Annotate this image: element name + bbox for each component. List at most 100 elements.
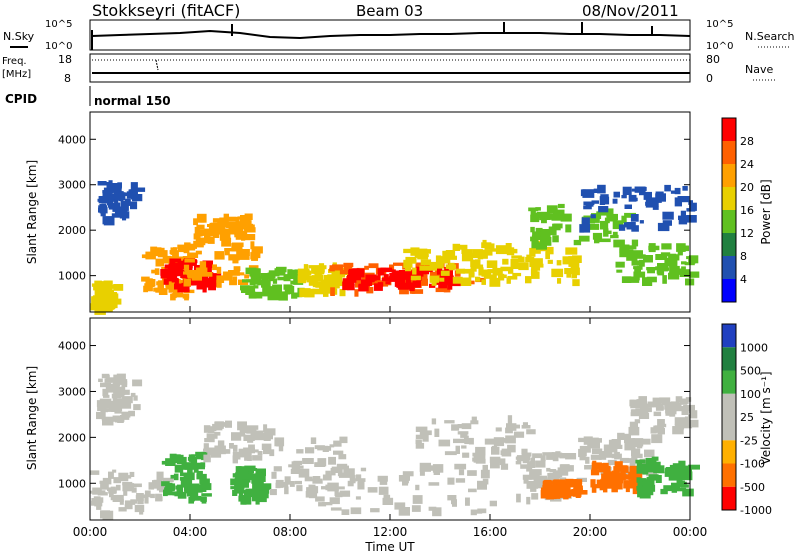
velocity-data-cell: [131, 487, 137, 493]
power-data-cell: [173, 285, 179, 294]
noise-strip: 10^5 10^0 10^5 10^0 N.Sky N.Search: [3, 19, 795, 52]
power-data-cell: [661, 243, 672, 250]
velocity-data-cell: [144, 497, 149, 504]
power-data-cell: [668, 272, 680, 280]
velocity-data-cell: [101, 417, 107, 421]
velocity-data-cell: [207, 427, 217, 432]
velocity-data-cell: [113, 477, 122, 484]
power-data-cell: [348, 270, 354, 279]
power-data-cell: [228, 221, 238, 230]
power-data-cell: [163, 278, 169, 285]
velocity-data-cell: [355, 474, 362, 481]
power-data-cell: [205, 279, 217, 287]
power-data-cell: [478, 267, 484, 276]
power-data-cell: [102, 295, 114, 303]
velocity-data-cell: [108, 471, 114, 479]
power-data-cell: [565, 247, 578, 255]
velocity-data-cell: [549, 469, 557, 473]
power-data-cell: [403, 248, 415, 254]
velocity-data-cell: [515, 456, 524, 460]
velocity-data-cell: [619, 457, 629, 463]
power-data-cell: [405, 260, 413, 268]
power-data-cell: [536, 242, 547, 250]
velocity-data-cell: [184, 462, 196, 470]
velocity-data-cell: [451, 498, 456, 505]
velocity-data-cell: [635, 453, 643, 458]
power-data-cell: [108, 202, 120, 210]
power-data-cell: [329, 265, 338, 269]
velocity-data-cell: [257, 451, 263, 456]
power-data-cell: [272, 284, 282, 294]
velocity-data-cell: [639, 463, 652, 471]
velocity-data-cell: [680, 484, 689, 488]
power-data-cell: [251, 246, 263, 254]
velocity-data-cell: [535, 473, 540, 482]
velocity-data-cell: [434, 428, 440, 437]
velocity-data-cell: [271, 471, 277, 479]
velocity-data-cell: [148, 482, 155, 490]
power-data-cell: [606, 208, 614, 217]
velocity-data-cell: [490, 463, 500, 469]
power-data-cell: [212, 218, 221, 223]
power-data-cell: [308, 265, 319, 269]
velocity-data-cell: [615, 465, 628, 470]
power-data-cell: [688, 255, 699, 264]
velocity-data-cell: [601, 473, 608, 480]
power-data-cell: [475, 276, 481, 282]
power-data-cell: [412, 267, 417, 275]
velocity-data-cell: [132, 379, 143, 387]
velocity-data-cell: [118, 507, 127, 512]
power-data-cell: [579, 224, 591, 233]
power-data-cell: [251, 291, 263, 299]
power-data-cell: [228, 254, 240, 261]
power-data-cell: [199, 230, 210, 236]
velocity-colorbar-segment: [722, 417, 736, 441]
power-data-cell: [245, 267, 257, 274]
velocity-data-cell: [660, 488, 668, 495]
nave-tick-bottom: 0: [706, 72, 713, 85]
velocity-data-cell: [688, 414, 697, 418]
velocity-data-cell: [585, 456, 590, 464]
power-data-cell: [600, 194, 609, 202]
power-data-cell: [355, 279, 367, 288]
velocity-data-cell: [551, 485, 558, 491]
power-data-cell: [365, 274, 377, 281]
power-data-cell: [452, 276, 463, 284]
velocity-colorbar-segment: [722, 324, 736, 348]
power-colorbar-tick: 4: [740, 273, 747, 286]
velocity-data-cell: [657, 427, 665, 435]
velocity-data-cell: [621, 474, 627, 479]
power-data-cell: [184, 258, 195, 263]
velocity-data-cell: [97, 402, 105, 411]
power-data-cell: [191, 272, 202, 281]
velocity-data-cell: [201, 488, 207, 492]
power-data-cell: [250, 241, 255, 250]
velocity-ytick-label: 3000: [58, 385, 86, 398]
velocity-data-cell: [204, 438, 215, 443]
velocity-data-cell: [290, 469, 300, 474]
power-data-cell: [421, 249, 431, 254]
power-data-cell: [238, 225, 244, 233]
velocity-colorbar-tick: -100: [740, 458, 765, 471]
power-data-cell: [622, 186, 632, 195]
velocity-data-cell: [535, 482, 547, 489]
velocity-data-cell: [112, 494, 124, 502]
velocity-data-cell: [580, 449, 587, 457]
power-data-cell: [518, 262, 529, 271]
velocity-data-cell: [551, 452, 558, 458]
noise-tick-left-top: 10^5: [45, 19, 72, 30]
power-data-cell: [612, 231, 618, 236]
power-data-cell: [393, 262, 405, 266]
velocity-data-cell: [123, 389, 130, 395]
velocity-data-cell: [257, 490, 269, 499]
velocity-data-cell: [139, 510, 144, 515]
nave-tick-top: 80: [706, 53, 720, 66]
velocity-colorbar-segment: [722, 370, 736, 394]
velocity-data-cell: [444, 420, 455, 424]
power-data-cell: [244, 234, 256, 241]
velocity-data-cell: [515, 460, 522, 465]
power-data-cell: [626, 222, 636, 230]
power-data-cell: [545, 251, 550, 260]
velocity-data-cell: [91, 500, 96, 506]
power-data-cell: [618, 224, 626, 231]
